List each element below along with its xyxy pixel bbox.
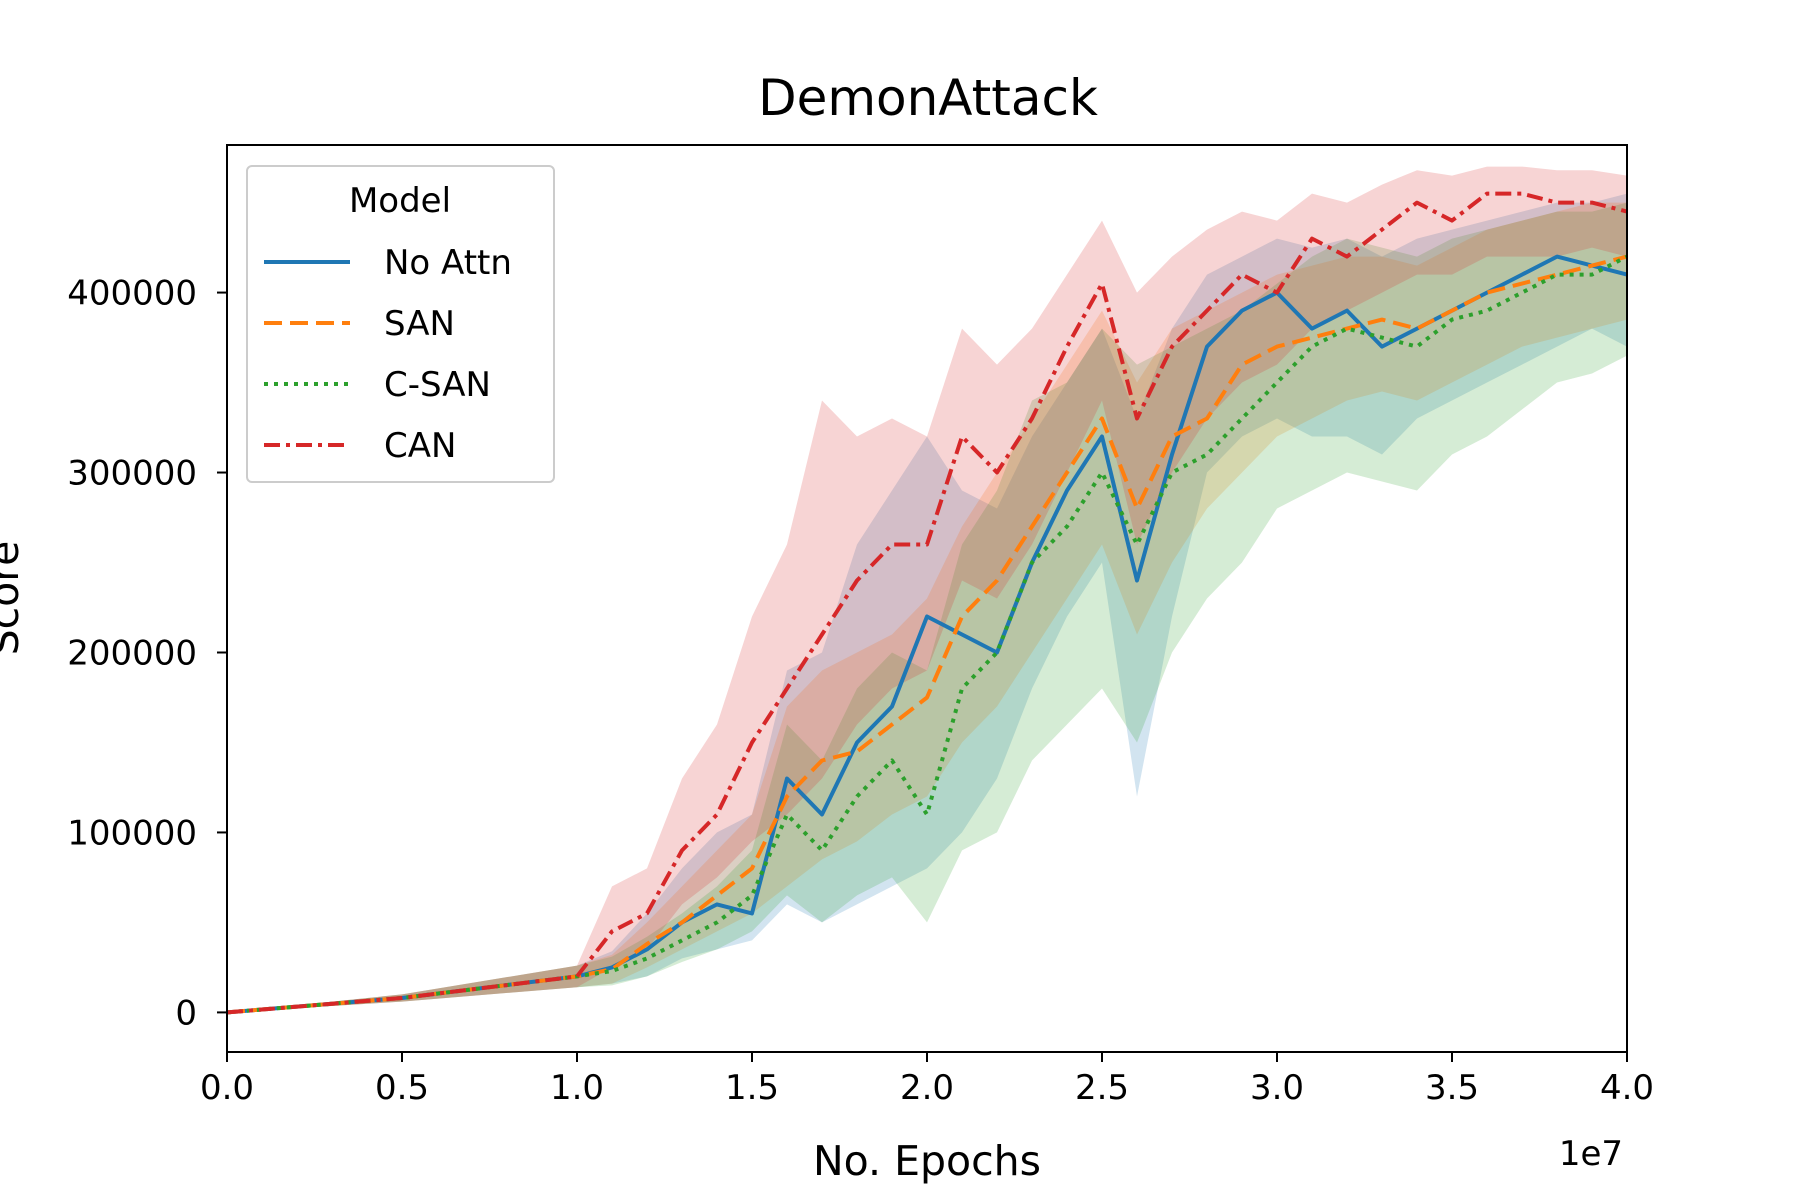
- x-tick-label: 1.0: [550, 1068, 604, 1108]
- legend-label-c-san: C-SAN: [384, 365, 491, 405]
- chart-title: DemonAttack: [758, 69, 1098, 127]
- band-san: [227, 202, 1627, 1013]
- band-no-attn: [227, 193, 1627, 1013]
- y-tick-label: 100000: [67, 813, 197, 853]
- legend-title: Model: [349, 181, 451, 221]
- series-lines: [227, 191, 1627, 1015]
- x-tick-label: 1.5: [725, 1068, 779, 1108]
- x-tick-label: 2.5: [1075, 1068, 1129, 1108]
- y-axis: 0 100000 200000 300000 400000: [67, 274, 227, 1033]
- x-tick-label: 0.0: [200, 1068, 254, 1108]
- legend-box: [246, 165, 555, 483]
- x-tick-label: 0.5: [375, 1068, 429, 1108]
- x-axis: 0.0 0.5 1.0 1.5 2.0 2.5 3.0 3.5 4.0: [200, 1052, 1654, 1108]
- x-tick-label: 4.0: [1600, 1068, 1654, 1108]
- legend-label-san: SAN: [384, 304, 455, 344]
- x-axis-offset: 1e7: [1559, 1134, 1623, 1174]
- band-can: [227, 166, 1627, 1013]
- band-c-san: [227, 202, 1627, 1013]
- y-tick-label: 0: [175, 993, 197, 1033]
- legend-label-no-attn: No Attn: [384, 243, 512, 283]
- x-tick-label: 3.0: [1250, 1068, 1304, 1108]
- y-axis-label: Score: [0, 541, 28, 656]
- line-no-attn: [227, 254, 1627, 1015]
- x-axis-label: No. Epochs: [813, 1137, 1041, 1185]
- legend: Model No Attn SAN C-SAN CAN: [246, 165, 555, 483]
- x-tick-label: 2.0: [900, 1068, 954, 1108]
- line-can: [227, 191, 1627, 1015]
- line-c-san: [227, 254, 1627, 1015]
- x-tick-label: 3.5: [1425, 1068, 1479, 1108]
- y-tick-label: 200000: [67, 633, 197, 673]
- y-tick-label: 400000: [67, 274, 197, 314]
- line-san: [227, 254, 1627, 1015]
- confidence-bands: [227, 166, 1627, 1013]
- legend-label-can: CAN: [384, 426, 456, 466]
- y-tick-label: 300000: [67, 454, 197, 494]
